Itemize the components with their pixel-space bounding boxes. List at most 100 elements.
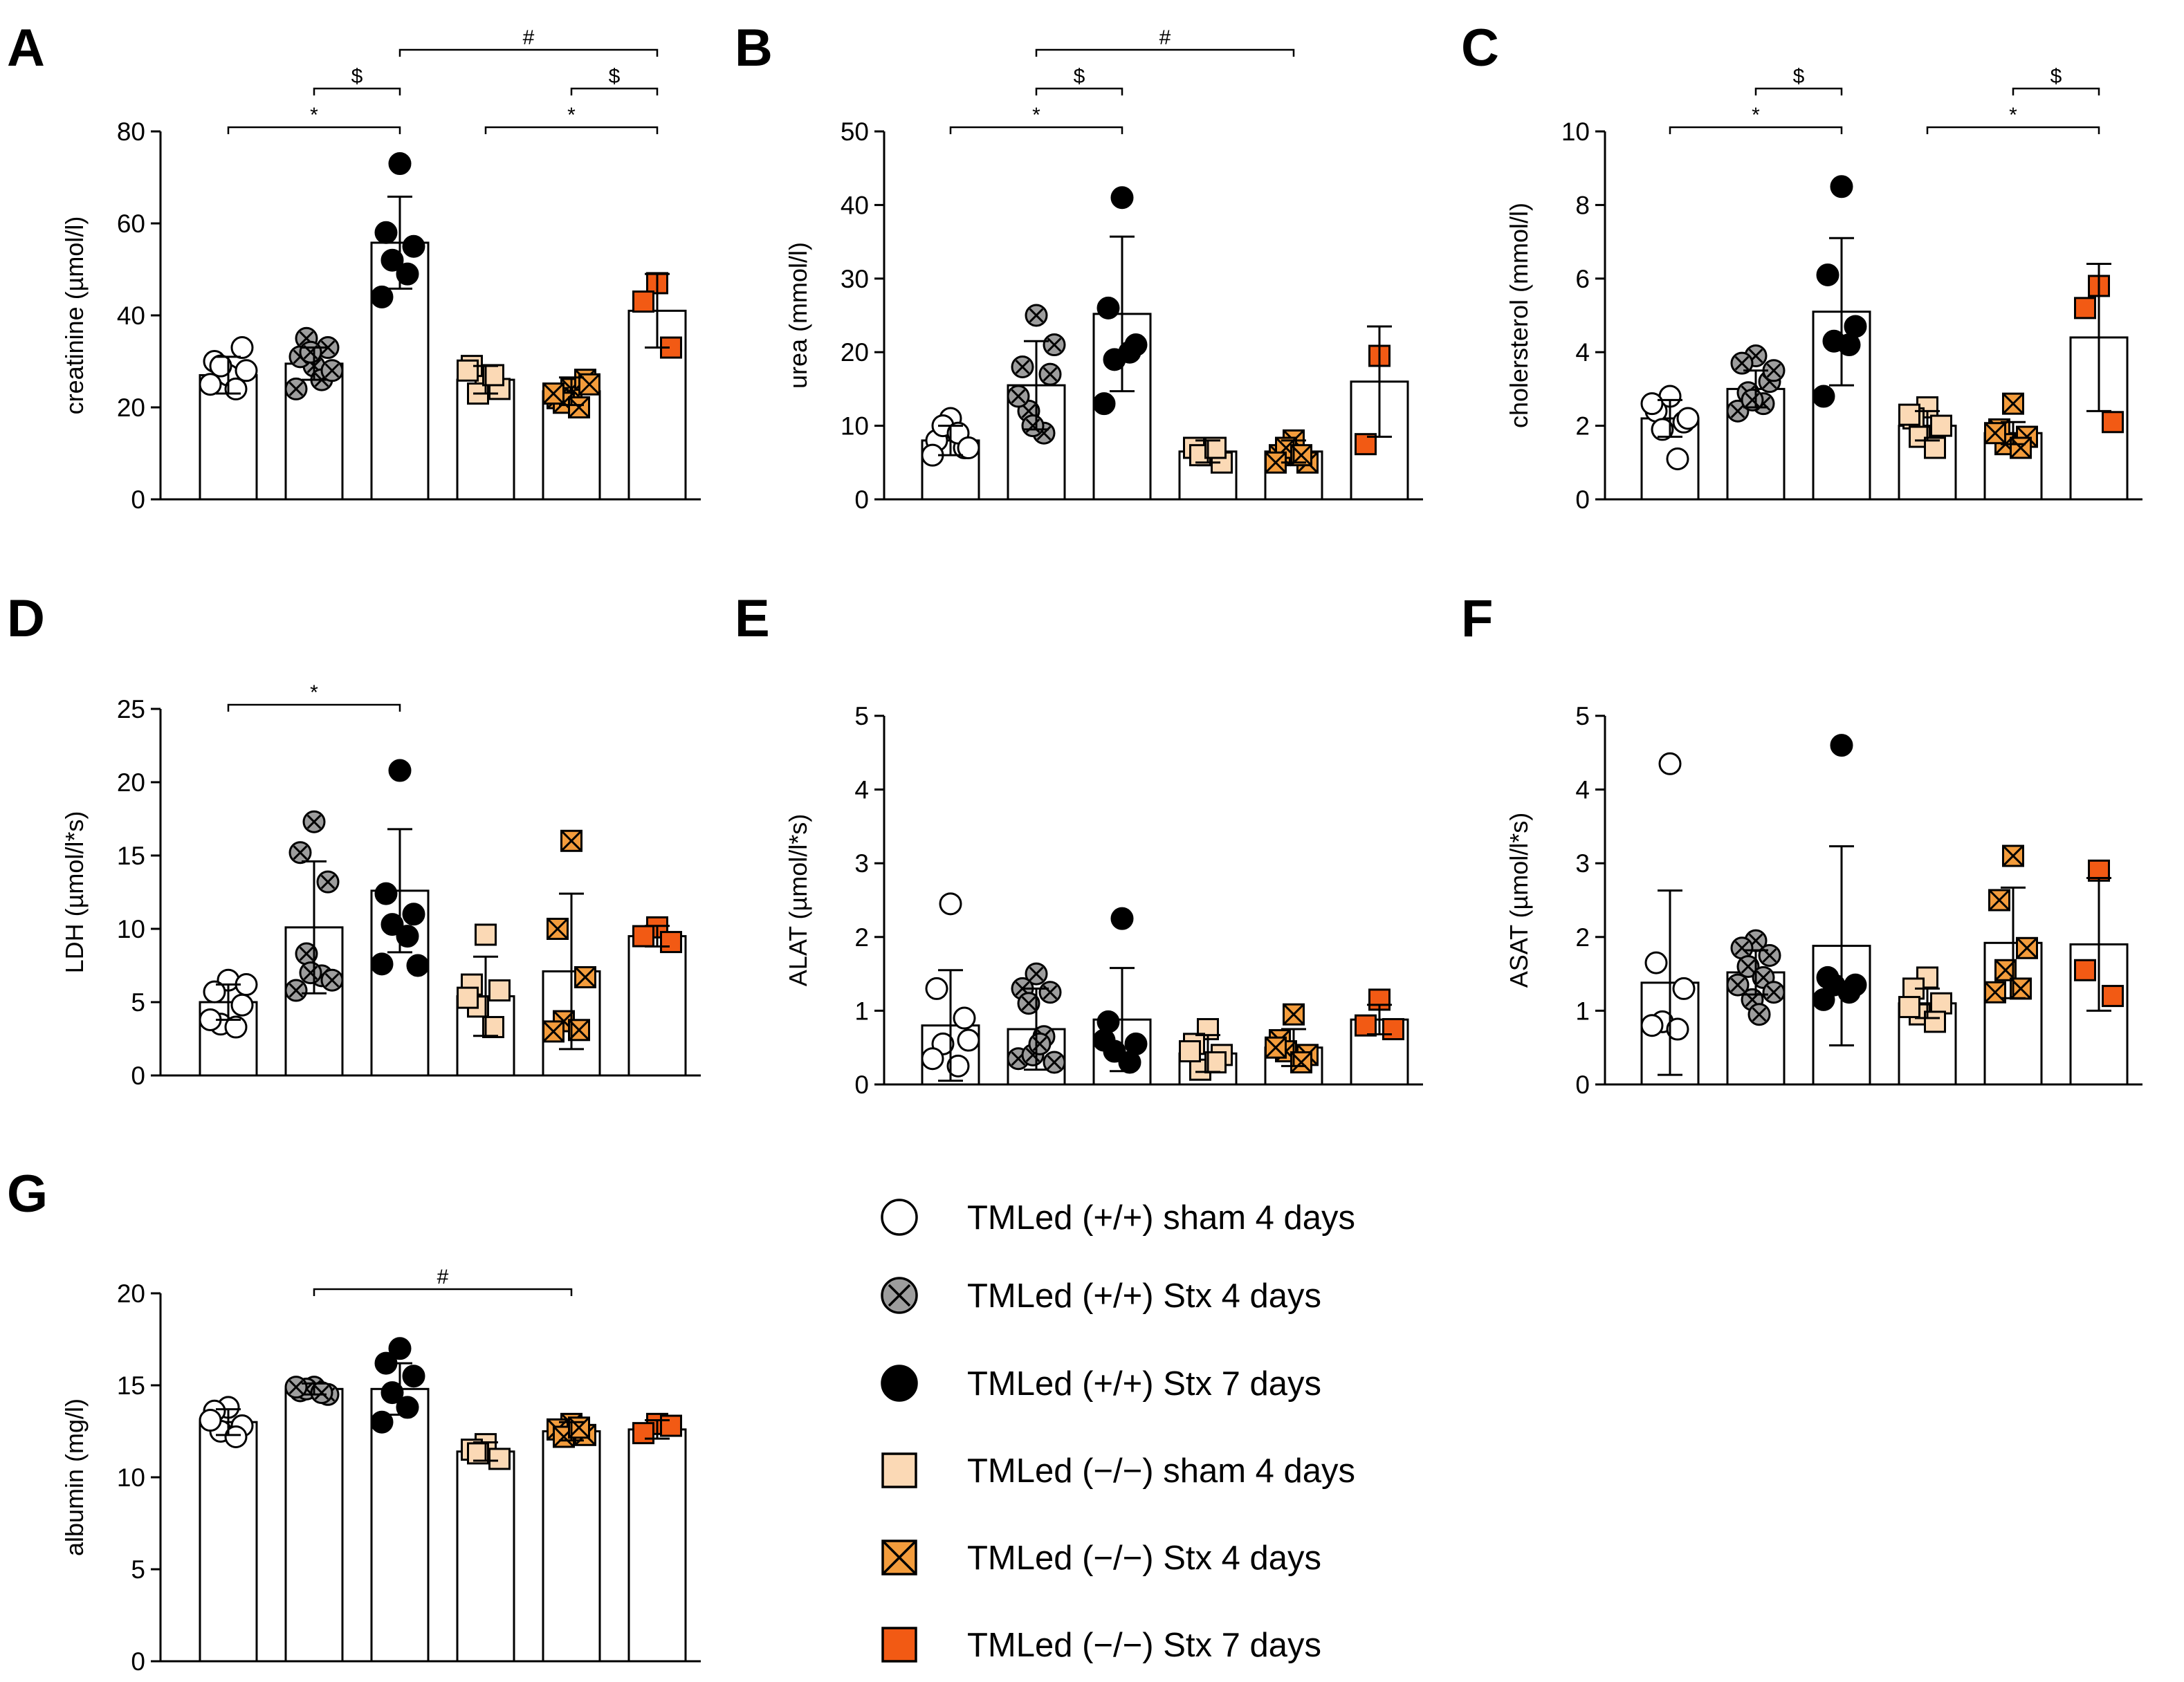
panel-c: C 0 2 4 6 8 10 cholersterol (mmol/l) * $ * $ <box>1461 19 2142 514</box>
y-tick-label: 20 <box>841 338 869 367</box>
legend-item-wt_stx4: TMLed (+/+) Stx 4 days <box>881 1277 1321 1315</box>
point-ko_stx4-cross <box>1984 422 2006 444</box>
point-wt_stx4-cross <box>1043 367 1058 382</box>
point-ko_stx7 <box>2102 985 2124 1008</box>
y-tick-label: 20 <box>117 768 145 797</box>
significance-bracket <box>398 48 659 57</box>
significance-label: $ <box>2050 65 2062 88</box>
y-axis-label: creatinine (µmol/l) <box>60 216 89 415</box>
point-ko_stx7 <box>2074 959 2096 981</box>
point-wt_sham4 <box>1672 977 1696 1000</box>
legend-item-ko_sham4: TMLed (−/−) sham 4 days <box>881 1452 1355 1490</box>
point-wt_sham4 <box>939 892 962 916</box>
bar-wt_stx7 <box>370 1387 430 1663</box>
point-wt_stx4-cross <box>288 1380 304 1395</box>
point-wt_stx7 <box>1812 385 1835 408</box>
legend-label-ko_sham4: TMLed (−/−) sham 4 days <box>967 1452 1355 1490</box>
y-tick-label: 40 <box>841 191 869 219</box>
point-wt_stx7 <box>1816 263 1839 286</box>
point-wt_stx4-cross <box>1730 977 1745 992</box>
point-ko_stx7 <box>660 336 682 359</box>
point-wt_stx7 <box>388 1337 412 1360</box>
point-wt_sham4 <box>925 977 948 1000</box>
point-wt_stx4-cross <box>1734 355 1750 371</box>
y-tick-label: 2 <box>1575 412 1590 441</box>
point-wt_stx7 <box>396 1396 419 1419</box>
point-wt_stx4-cross <box>293 845 308 860</box>
y-axis-label: cholersterol (mmol/l) <box>1505 203 1533 428</box>
point-wt_stx4-cross <box>1011 389 1026 404</box>
significance-label: * <box>1752 104 1760 127</box>
y-tick-label: 60 <box>117 210 145 238</box>
point-wt_sham4 <box>957 436 980 460</box>
point-wt_stx7 <box>402 903 425 926</box>
point-ko_stx4-cross <box>560 830 582 852</box>
legend-label-wt_stx7: TMLed (+/+) Stx 7 days <box>967 1365 1321 1403</box>
point-ko_stx4-cross <box>2002 844 2024 867</box>
y-tick-label: 5 <box>131 988 145 1017</box>
point-wt_sham4 <box>224 1425 248 1448</box>
point-ko_sham4 <box>1898 403 1920 426</box>
point-wt_stx4-cross <box>288 983 304 998</box>
y-tick-label: 10 <box>841 412 869 441</box>
legend-label-ko_stx4: TMLed (−/−) Stx 4 days <box>967 1540 1321 1577</box>
point-wt_stx4-cross <box>299 946 314 961</box>
point-wt_stx7 <box>1830 175 1853 198</box>
panel-label-d: D <box>7 589 45 648</box>
point-wt_stx7 <box>370 1410 394 1434</box>
point-wt_sham4 <box>1666 1017 1689 1041</box>
y-tick-label: 0 <box>1575 1071 1590 1099</box>
y-axis-label: ALAT (µmol/l*s) <box>784 814 812 986</box>
point-wt_sham4 <box>1640 392 1664 416</box>
panel-g: G 0 5 10 15 20 albumin (mg/l) # <box>7 1165 701 1676</box>
significance-bracket <box>227 126 401 134</box>
point-ko_stx7 <box>2102 411 2124 434</box>
point-wt_stx4-cross <box>1029 966 1044 981</box>
point-wt_stx4-cross <box>1047 1055 1062 1070</box>
legend-marker-cross <box>888 1284 911 1307</box>
point-wt_stx4-cross <box>1741 959 1756 974</box>
point-ko_stx4-cross <box>1988 889 2010 912</box>
point-wt_stx4-cross <box>1015 360 1030 374</box>
point-ko_stx4-cross <box>1265 1037 1287 1059</box>
point-ko_sham4 <box>457 359 479 382</box>
point-wt_stx4-cross <box>288 382 304 396</box>
point-ko_sham4 <box>1930 992 1952 1015</box>
point-ko_stx4-cross <box>1265 452 1287 474</box>
significance-label: # <box>1159 26 1171 49</box>
point-wt_stx7 <box>1812 988 1835 1011</box>
significance-label: $ <box>351 65 363 88</box>
point-ko_stx7 <box>660 1414 682 1437</box>
point-ko_sham4 <box>1930 414 1952 437</box>
point-wt_stx4-cross <box>1047 338 1062 352</box>
point-wt_stx7 <box>1096 296 1120 320</box>
significance-label: $ <box>609 65 621 88</box>
point-wt_sham4 <box>209 354 232 378</box>
point-ko_stx4-cross <box>2002 393 2024 415</box>
y-tick-label: 0 <box>854 1071 869 1099</box>
legend-marker-wt_stx7 <box>881 1365 918 1402</box>
point-wt_stx7 <box>1830 734 1853 757</box>
point-ko_sham4 <box>488 1448 511 1470</box>
significance-bracket <box>949 126 1123 134</box>
point-wt_sham4 <box>953 1006 976 1030</box>
point-wt_stx4-cross <box>1734 941 1750 956</box>
legend-marker-wt_sham4 <box>881 1199 918 1236</box>
legend-marker-ko_stx7 <box>881 1627 917 1663</box>
point-wt_stx7 <box>388 759 412 782</box>
significance-bracket <box>570 87 659 95</box>
point-wt_stx7 <box>1118 1051 1141 1074</box>
point-ko_stx7 <box>1368 988 1391 1011</box>
point-wt_sham4 <box>1666 447 1689 470</box>
point-wt_stx4-cross <box>1766 985 1781 1000</box>
y-tick-label: 0 <box>1575 486 1590 514</box>
panel-e: E 0 1 2 3 4 5 ALAT (µmol/l*s) <box>735 589 1423 1099</box>
y-tick-label: 5 <box>854 702 869 730</box>
y-tick-label: 1 <box>854 997 869 1025</box>
point-wt_sham4 <box>1644 951 1668 974</box>
y-tick-label: 3 <box>854 849 869 878</box>
point-wt_stx7 <box>1118 340 1141 364</box>
bar-ko_stx4 <box>542 1430 601 1663</box>
point-wt_sham4 <box>230 336 254 360</box>
point-wt_stx4-cross <box>306 814 322 829</box>
